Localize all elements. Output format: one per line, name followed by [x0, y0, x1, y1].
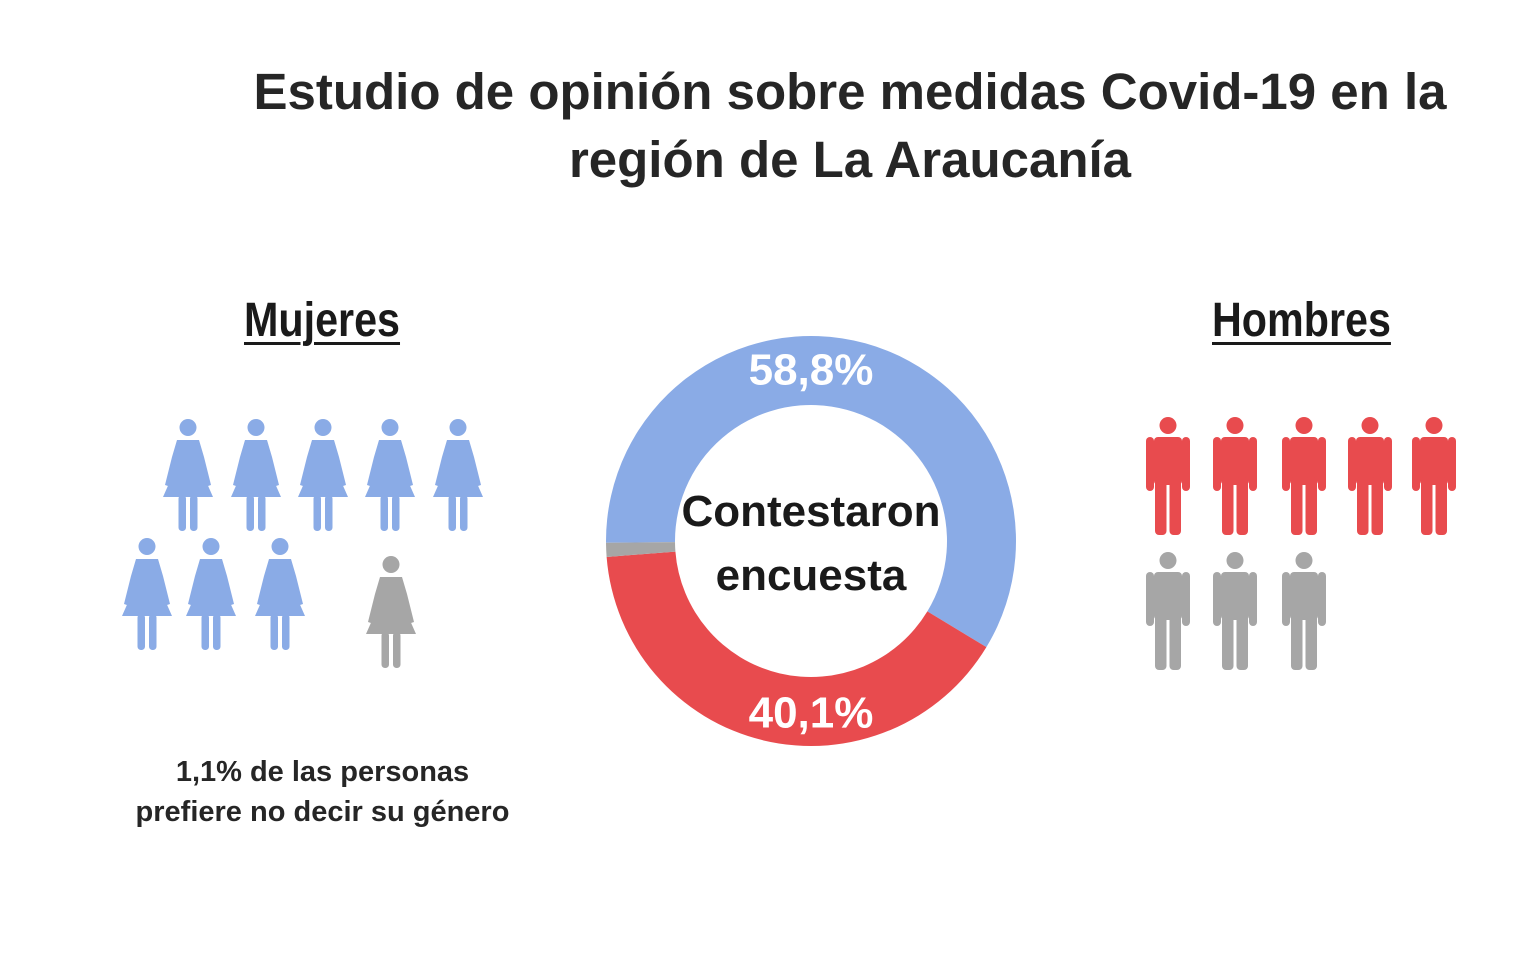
- female-person-icon: [186, 538, 236, 650]
- female-person-icon: [163, 419, 213, 531]
- footnote: 1,1% de las personas prefiere no decir s…: [130, 752, 515, 832]
- female-person-icon: [231, 419, 281, 531]
- female-person-icon: [433, 419, 483, 531]
- female-person-icon: [365, 419, 415, 531]
- male-person-icon: [1282, 417, 1326, 535]
- female-person-icon: [122, 538, 172, 650]
- male-person-icon: [1146, 417, 1190, 535]
- female-person-icon: [255, 538, 305, 650]
- male-person-icon: [1213, 552, 1257, 670]
- male-person-icon: [1348, 417, 1392, 535]
- page-title: Estudio de opinión sobre medidas Covid-1…: [253, 63, 1447, 188]
- male-person-icon: [1412, 417, 1456, 535]
- slice-label-men: 40,1%: [749, 689, 874, 738]
- footnote-line2: prefiere no decir su género: [135, 796, 510, 828]
- center-text-line1: Contestaron: [681, 487, 940, 536]
- donut-slice-women: [606, 335, 1016, 648]
- male-person-icon: [1213, 417, 1257, 535]
- donut-slice-men: [606, 551, 987, 746]
- men-heading: Hombres: [1212, 294, 1391, 347]
- male-person-icon: [1146, 552, 1190, 670]
- female-person-icon: [366, 556, 416, 668]
- women-heading: Mujeres: [244, 294, 401, 347]
- slice-label-women: 58,8%: [749, 346, 874, 395]
- female-person-icon: [298, 419, 348, 531]
- donut-slice-undisclosed: [606, 542, 676, 557]
- center-text-line2: encuesta: [716, 551, 907, 600]
- footnote-line1: 1,1% de las personas: [175, 756, 470, 788]
- male-person-icon: [1282, 552, 1326, 670]
